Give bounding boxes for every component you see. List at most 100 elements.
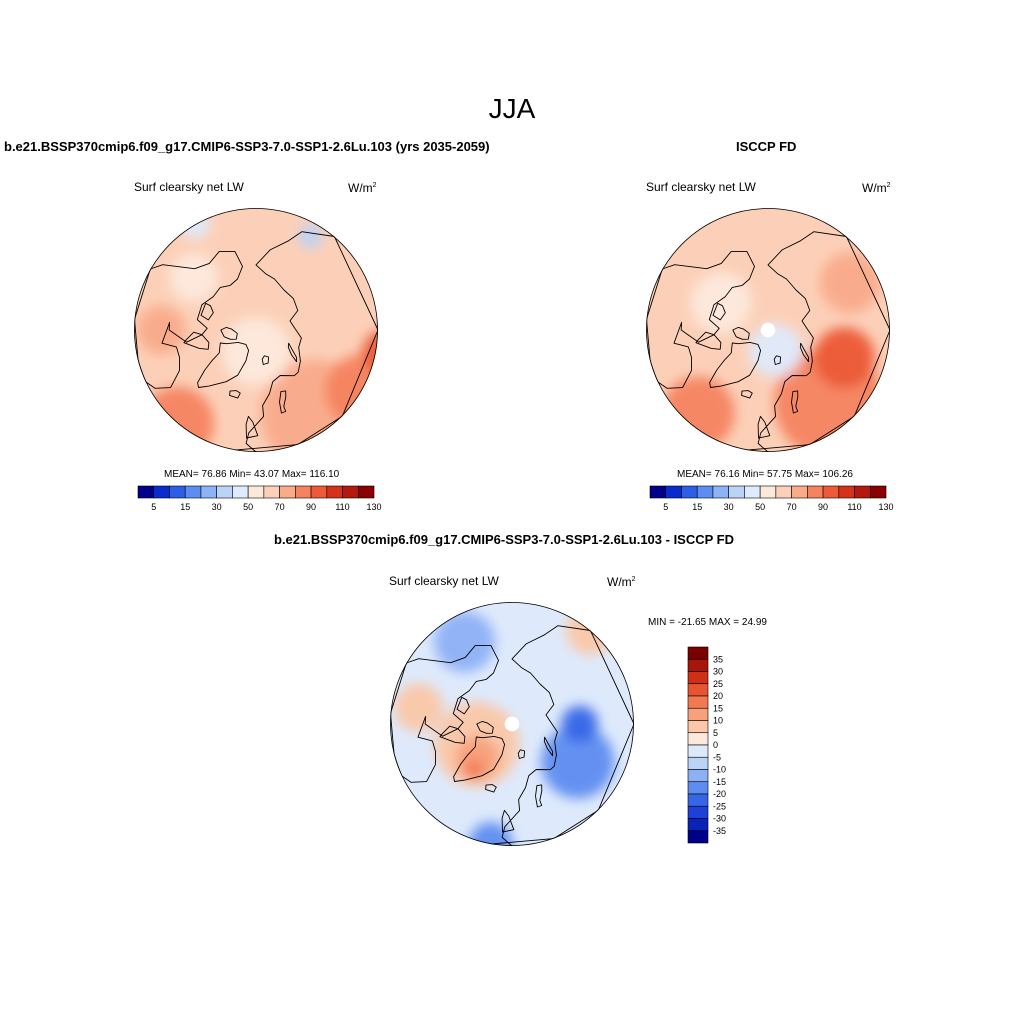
panel-title-diff: b.e21.BSSP370cmip6.f09_g17.CMIP6-SSP3-7.… <box>274 532 735 547</box>
colorbar-box <box>687 744 709 758</box>
colorbar-box <box>687 707 709 721</box>
field-zone <box>819 252 881 314</box>
colorbar-tick-label: -30 <box>713 814 726 824</box>
figure-title: JJA <box>488 93 536 124</box>
coastline-scandinaviaGulf <box>279 390 287 414</box>
colorbar-box <box>687 646 709 660</box>
coastline-novayaZemlya <box>287 342 298 363</box>
colorbar-tick-label: 110 <box>335 502 349 512</box>
colorbar-box <box>665 485 682 499</box>
field-zone <box>813 327 875 389</box>
colorbar-box <box>200 485 217 499</box>
field-zone <box>136 305 186 355</box>
coastline-ellesmere <box>476 720 494 734</box>
colorbar-box <box>687 658 709 672</box>
colorbar-tick-label: 70 <box>787 502 797 512</box>
colorbar-tick-label: 5 <box>151 502 156 512</box>
colorbar-tick-label: 20 <box>713 691 723 701</box>
polar-map-model <box>134 208 378 452</box>
colorbar-tick-label: 15 <box>180 502 190 512</box>
colorbar-tick-label: 5 <box>663 502 668 512</box>
colorbar-box <box>728 485 745 499</box>
coastline-europeAsia <box>234 231 378 452</box>
colorbar-box <box>869 485 887 499</box>
colorbar-box <box>854 485 871 499</box>
variable-label: Surf clearsky net LW <box>646 180 756 194</box>
colorbar-box <box>687 732 709 746</box>
coastline-ellesmere <box>220 326 238 340</box>
colorbar-box <box>687 769 709 783</box>
coastline-baffin <box>439 725 466 744</box>
coastline-ellesmere <box>732 326 750 340</box>
field-zone <box>221 317 291 386</box>
colorbar-tick-label: 15 <box>713 703 723 713</box>
colorbar-box <box>791 485 808 499</box>
variable-label: Surf clearsky net LW <box>134 180 244 194</box>
colorbar-box <box>759 485 777 499</box>
pole-hole <box>760 322 776 338</box>
map-border <box>134 208 378 452</box>
field-zone <box>661 376 735 450</box>
coastline-svalbard <box>773 355 782 365</box>
colorbar-tick-label: 130 <box>366 502 381 512</box>
colorbar-box <box>295 485 312 499</box>
coastline-victoria <box>712 302 726 321</box>
coastline-svalbard <box>261 355 270 365</box>
field-zone <box>561 705 599 743</box>
colorbar-tick-label: 25 <box>713 679 723 689</box>
coastline-svalbard <box>517 749 526 759</box>
field-zone <box>169 253 219 303</box>
coastline-europeAsia <box>746 231 890 452</box>
units-label: W/m2 <box>348 181 377 195</box>
colorbar-tick-label: 90 <box>818 502 828 512</box>
colorbar-box <box>744 485 761 499</box>
field-zone <box>748 323 803 378</box>
colorbar-box <box>342 485 359 499</box>
colorbar-box <box>687 818 709 832</box>
coastline-britain <box>245 415 259 439</box>
colorbar-tick-label: -15 <box>713 777 726 787</box>
colorbar-tick-label: 0 <box>713 740 718 750</box>
coastline-scandinaviaGulf <box>791 390 799 414</box>
colorbar-model: 5 15 30 50 70 90 110 130 <box>137 485 382 512</box>
coastline-britain <box>757 415 771 439</box>
colorbar-box <box>169 485 186 499</box>
colorbar-tick-label: 30 <box>212 502 222 512</box>
variable-label: Surf clearsky net LW <box>389 574 499 588</box>
colorbar-box <box>137 485 155 499</box>
colorbar-box <box>326 485 343 499</box>
coastline-novayaZemlya <box>799 342 810 363</box>
colorbar-tick-label: 35 <box>713 654 723 664</box>
coastline-europeAsia <box>490 625 634 846</box>
coastline-baffin <box>183 331 210 350</box>
colorbar-box <box>687 830 709 844</box>
field-zone <box>140 386 215 452</box>
colorbar-box <box>687 683 709 697</box>
colorbar-box <box>822 485 840 499</box>
coastline-baffin <box>695 331 722 350</box>
units-label: W/m2 <box>607 575 636 589</box>
colorbar-box <box>687 805 709 819</box>
colorbar-box <box>184 485 202 499</box>
pole-hole <box>504 716 520 732</box>
colorbar-tick-label: 15 <box>692 502 702 512</box>
stats-label: MEAN= 76.86 Min= 43.07 Max= 116.10 <box>164 469 340 480</box>
colorbar-box <box>687 756 709 770</box>
coastline-iceland <box>741 390 753 399</box>
colorbar-tick-label: 30 <box>724 502 734 512</box>
coastline-victoria <box>200 302 214 321</box>
coastline-iceland <box>485 784 497 793</box>
field-zone <box>325 354 378 428</box>
colorbar-tick-label: 50 <box>755 502 765 512</box>
colorbar-box <box>247 485 265 499</box>
colorbar-tick-label: -10 <box>713 765 726 775</box>
coastline-greenland <box>709 341 762 388</box>
field-zone <box>690 272 752 334</box>
map-border <box>390 602 634 846</box>
colorbar-box <box>232 485 249 499</box>
colorbar-box <box>279 485 296 499</box>
colorbar-box <box>681 485 698 499</box>
colorbar-box <box>263 485 280 499</box>
coastline-victoria <box>456 696 470 715</box>
field-zone <box>463 759 484 780</box>
